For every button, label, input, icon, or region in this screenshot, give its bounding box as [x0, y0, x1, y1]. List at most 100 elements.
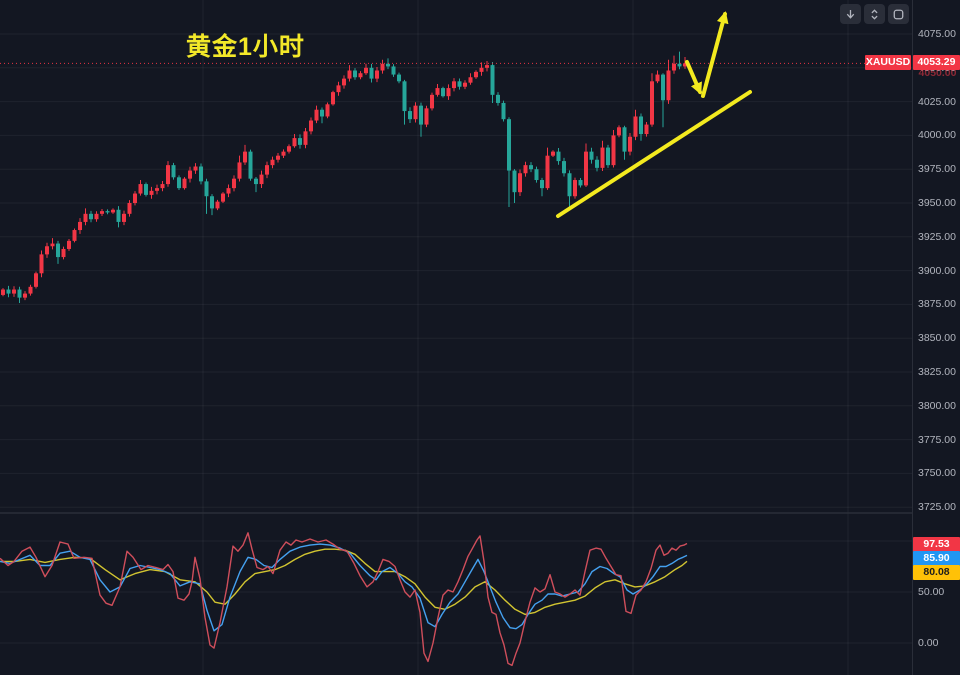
candle — [281, 149, 286, 158]
candlestick-series — [1, 51, 687, 304]
candle — [6, 285, 11, 298]
kdj-j-line — [0, 532, 688, 667]
candle — [292, 134, 297, 148]
candle — [485, 61, 489, 72]
candle — [562, 157, 566, 177]
candle — [584, 143, 588, 188]
price-tick-label: 3750.00 — [918, 467, 956, 480]
candle — [617, 125, 621, 138]
candle — [171, 162, 176, 180]
candle — [534, 166, 539, 183]
arrow-down-icon — [844, 8, 857, 21]
candle — [364, 63, 368, 75]
candle — [677, 51, 682, 70]
candle — [67, 238, 71, 251]
maximize-pane-button[interactable] — [888, 4, 909, 24]
gridlines — [0, 0, 912, 675]
candle — [430, 92, 434, 111]
price-tick-label: 3850.00 — [918, 332, 956, 345]
candle — [100, 208, 104, 216]
candle — [94, 211, 99, 222]
indicator-tick-label: 0.00 — [918, 637, 939, 649]
candle — [622, 125, 627, 160]
candle — [116, 206, 121, 228]
candle — [83, 208, 88, 226]
candle — [243, 144, 247, 165]
candle — [578, 177, 583, 188]
indicator-tick-label: 50.00 — [918, 586, 945, 598]
candle — [666, 59, 671, 104]
candle — [639, 113, 643, 141]
candle — [210, 194, 214, 216]
candle — [155, 184, 159, 195]
candle — [661, 73, 665, 128]
yellow-drawing-annotations[interactable] — [556, 11, 752, 218]
candle — [672, 55, 676, 74]
candle — [501, 100, 506, 122]
candle — [276, 152, 280, 163]
candle — [28, 284, 33, 296]
candle — [655, 70, 660, 84]
price-tick-label: 4000.00 — [918, 129, 956, 142]
candle — [380, 59, 385, 74]
candle — [628, 132, 632, 156]
kdj-d-line — [0, 548, 688, 616]
candle — [342, 75, 346, 89]
candle — [540, 177, 544, 197]
candle — [111, 208, 115, 214]
candle — [419, 102, 423, 137]
candle — [441, 86, 445, 98]
collapse-pane-button[interactable] — [864, 4, 885, 24]
price-axis-label-behind-tag: 4050.00 — [918, 67, 957, 79]
candle — [358, 71, 363, 80]
trendline-drawing[interactable] — [556, 90, 752, 218]
candle — [545, 147, 550, 190]
candle — [435, 84, 440, 97]
candle — [413, 102, 418, 123]
candle — [490, 61, 495, 103]
price-tick-label: 3950.00 — [918, 197, 956, 209]
candle — [452, 78, 456, 92]
kdj-value-tag-d: 80.08 — [913, 565, 960, 580]
candle — [556, 147, 561, 165]
candle — [122, 210, 126, 226]
candle — [606, 144, 610, 168]
move-pane-down-button[interactable] — [840, 4, 861, 24]
candle — [259, 170, 264, 188]
candle — [188, 166, 192, 183]
candle — [45, 242, 49, 258]
candle — [105, 209, 110, 215]
arrow-down-drawing[interactable] — [685, 60, 702, 95]
candle — [61, 246, 66, 260]
kdj-value-tag-j: 97.53 — [913, 537, 960, 552]
candle — [529, 162, 533, 173]
candle — [325, 102, 330, 119]
candle — [309, 117, 313, 135]
candle — [507, 117, 511, 208]
candle — [567, 170, 572, 210]
candle — [166, 161, 170, 187]
candle — [347, 65, 352, 82]
price-tick-label: 3725.00 — [918, 501, 956, 514]
candle — [353, 68, 357, 80]
candle — [56, 240, 60, 264]
candle — [204, 178, 209, 214]
candle — [408, 107, 412, 123]
price-tick-label: 3800.00 — [918, 399, 956, 412]
candle — [474, 70, 478, 79]
kdj-k-line — [0, 543, 688, 632]
price-tick-label: 3775.00 — [918, 433, 956, 446]
candle — [298, 134, 302, 149]
arrow-up-drawing[interactable] — [701, 11, 729, 98]
candle — [138, 180, 143, 196]
candle — [320, 107, 324, 124]
candle — [78, 218, 82, 234]
price-tick-label: 3975.00 — [918, 163, 956, 176]
candle — [397, 72, 401, 84]
candle — [496, 92, 500, 106]
candle — [232, 175, 236, 192]
symbol-label: XAUUSD — [865, 55, 911, 70]
candle — [127, 200, 132, 217]
candle — [391, 64, 396, 77]
